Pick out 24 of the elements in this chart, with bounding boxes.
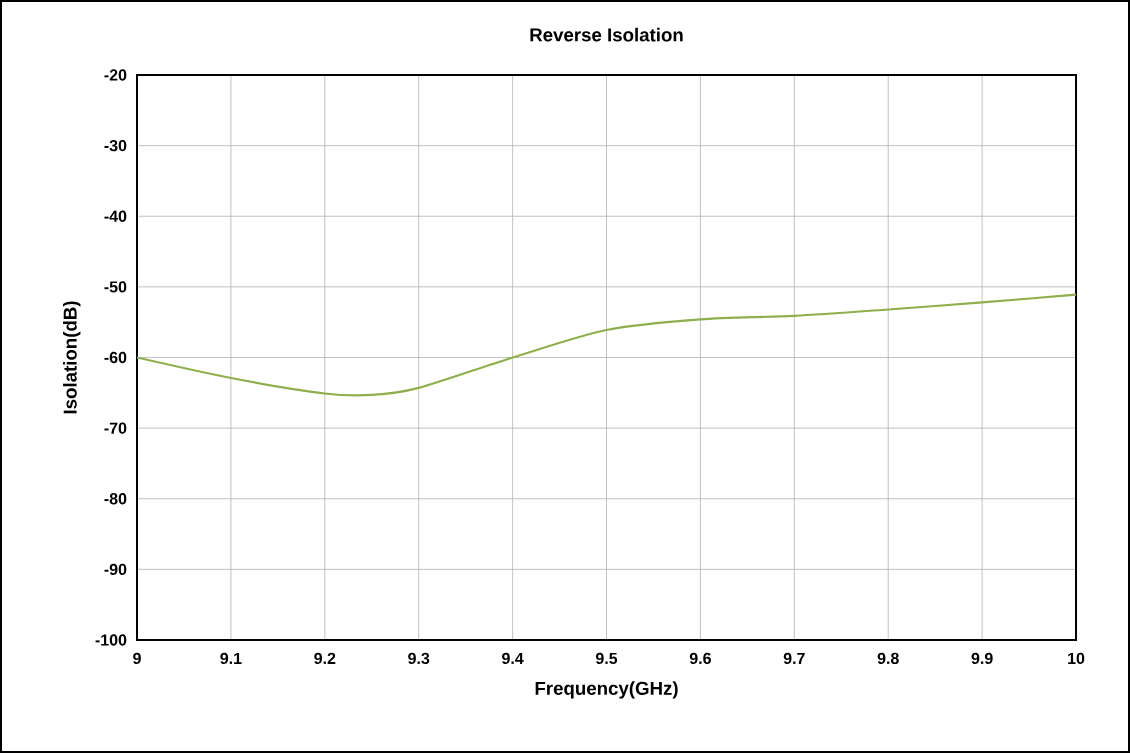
x-tick-label: 9.7 xyxy=(783,652,805,665)
x-tick-label: 9.2 xyxy=(314,652,336,665)
x-tick-label: 9.4 xyxy=(502,652,524,665)
x-tick-label: 9.5 xyxy=(595,652,618,665)
x-tick-label: 10 xyxy=(1068,652,1085,665)
y-tick-label: -60 xyxy=(104,351,127,364)
y-tick-label: -30 xyxy=(104,139,127,152)
x-tick-label: 9.6 xyxy=(689,652,711,665)
y-axis-title: Isolation(dB) xyxy=(63,301,81,414)
x-axis-title: Frequency(GHz) xyxy=(535,681,678,699)
y-tick-label: -80 xyxy=(104,493,127,505)
y-tick-label: -90 xyxy=(104,563,127,576)
y-tick-label: -100 xyxy=(95,634,127,646)
y-tick-label: -70 xyxy=(104,422,127,434)
line-series xyxy=(137,293,1077,397)
x-tick-label: 9.8 xyxy=(877,652,899,665)
y-tick-label: -20 xyxy=(104,69,127,81)
chart-title: Reverse Isolation xyxy=(530,27,683,42)
x-tick-label: 9.1 xyxy=(220,652,242,665)
y-tick-label: -40 xyxy=(104,210,127,222)
x-tick-label: 9 xyxy=(133,652,141,665)
x-tick-label: 9.9 xyxy=(971,652,993,665)
y-tick-label: -50 xyxy=(104,281,127,293)
x-tick-label: 9.3 xyxy=(408,652,430,665)
